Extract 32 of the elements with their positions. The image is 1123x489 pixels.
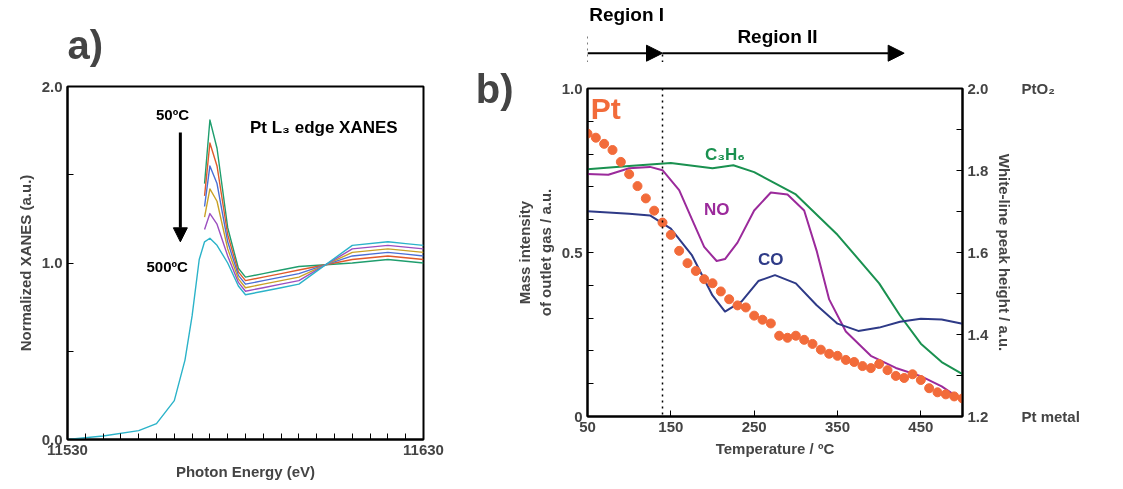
x-tick-label: 150: [658, 417, 684, 435]
y-tick-label: 1.0: [561, 79, 583, 97]
y2-tick-label: 1.2: [967, 407, 989, 425]
x-tick-label: 450: [908, 417, 934, 435]
y2-tick-label: 1.6: [967, 243, 989, 261]
series-label: C₃H₆: [704, 144, 746, 164]
y2-axis-title: White-line peak height / a.u.: [996, 153, 1014, 352]
series-label: NO: [703, 200, 730, 220]
y-axis-title: Normalized XANES (a.u.): [16, 174, 34, 352]
y2-tick-label: 1.8: [967, 161, 989, 179]
text: Region II: [737, 25, 818, 47]
y-axis-title: Mass intensity of outlet gas / a.u.: [516, 188, 554, 317]
annotation: 500ºC: [146, 258, 189, 276]
annotation: Pt L₃ edge XANES: [249, 117, 398, 137]
x-axis-title: Temperature / ºC: [715, 439, 835, 457]
text: b): [475, 66, 514, 111]
text: Pt metal: [1021, 408, 1080, 425]
series-label: CO: [758, 249, 784, 269]
annotation: 50ºC: [156, 106, 190, 124]
x-axis-title: Photon Energy (eV): [175, 462, 316, 480]
y-tick-label: 2.0: [41, 77, 63, 95]
y-tick-label: 0.5: [561, 243, 583, 261]
text: PtO₂: [1021, 80, 1055, 97]
x-tick-label: 11630: [403, 440, 444, 458]
text: a): [67, 22, 104, 67]
x-tick-label: 250: [741, 417, 767, 435]
y2-tick-label: 1.4: [967, 325, 990, 343]
x-tick-label: 350: [824, 417, 851, 435]
y2-tick-label: 2.0: [967, 79, 989, 97]
series-label: Pt: [590, 91, 621, 125]
y-tick-label: 1.0: [41, 254, 63, 271]
text: Region I: [589, 3, 665, 25]
